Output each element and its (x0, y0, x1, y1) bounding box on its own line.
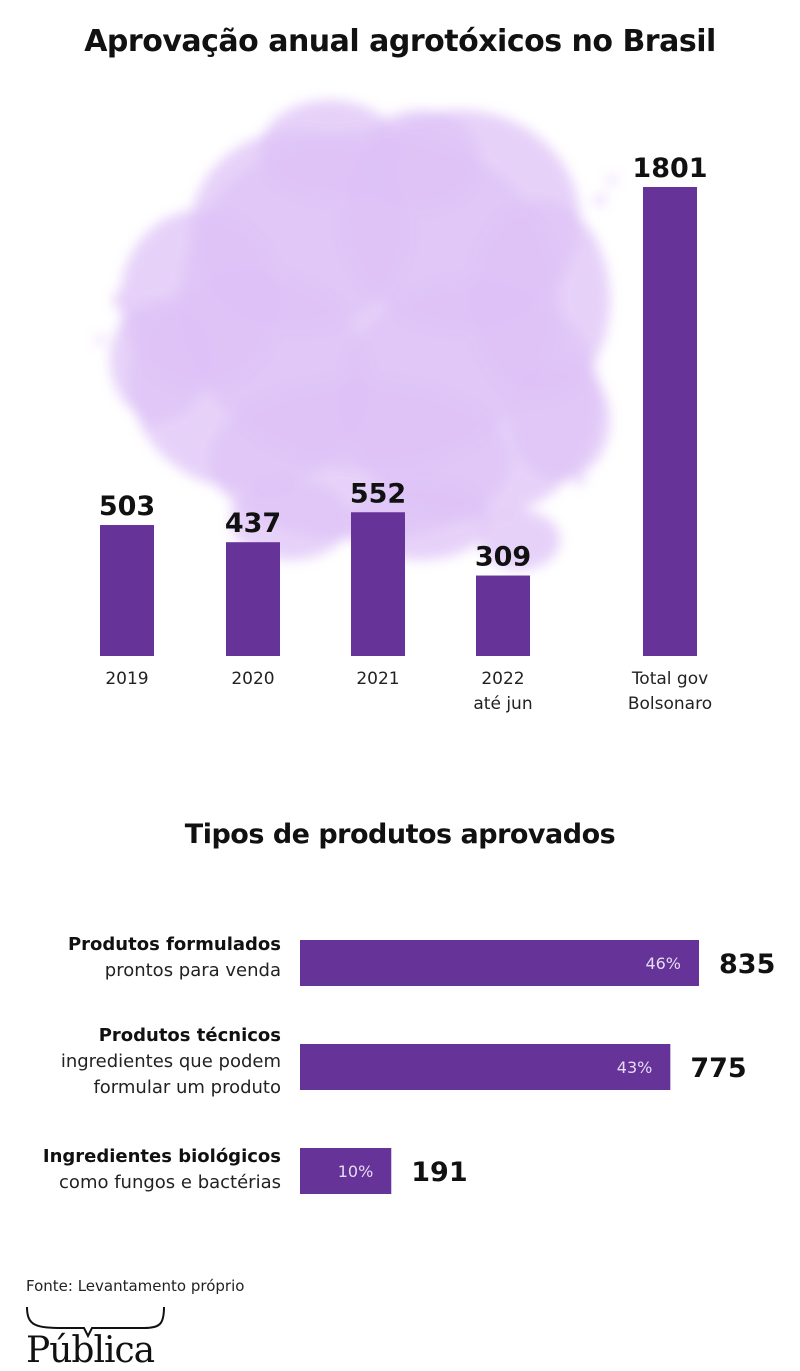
bar-value-label: 503 (99, 491, 155, 522)
product-type-label: Produtos formulados prontos para venda (68, 932, 281, 984)
hbar-2 (300, 1148, 392, 1194)
hbar-value-label: 835 (719, 949, 775, 980)
bar-4 (643, 187, 697, 656)
hbar-1 (300, 1044, 671, 1090)
bar-2 (351, 512, 405, 656)
bar-value-label: 1801 (632, 153, 707, 184)
product-types-title: Tipos de produtos aprovados (184, 819, 616, 850)
watercolor-blob-decoration (95, 100, 617, 570)
product-type-name: Ingredientes biológicos (42, 1146, 281, 1167)
product-type-name: Produtos técnicos (98, 1025, 281, 1046)
bar-0 (100, 525, 154, 656)
bar-value-label: 552 (350, 478, 406, 509)
product-type-label: Produtos técnicos ingredientes que podem f… (61, 1023, 281, 1101)
category-label: Total gov (631, 669, 708, 689)
chart-title: Aprovação anual agrotóxicos no Brasil (84, 24, 716, 59)
product-type-label: Ingredientes biológicos como fungos e bac… (43, 1144, 281, 1196)
bar-3 (476, 575, 530, 656)
category-label: Bolsonaro (628, 694, 712, 714)
source-note: Fonte: Levantamento próprio (26, 1277, 245, 1295)
percent-label: 10% (338, 1162, 374, 1181)
category-label: 2022 (481, 669, 524, 689)
annual-approvals-bar-chart: 503 2019 437 2020 552 2021 309 2022 até jun 1801 T… (99, 153, 712, 714)
bar-value-label: 309 (475, 542, 531, 573)
product-type-name: Produtos formulados (67, 934, 281, 955)
product-type-description: ingredientes que podem (60, 1051, 281, 1072)
product-type-description: como fungos e bactérias (59, 1172, 281, 1193)
hbar-value-label: 775 (690, 1053, 746, 1084)
percent-label: 43% (617, 1058, 653, 1077)
category-label: 2020 (231, 669, 274, 689)
product-type-description: prontos para venda (104, 960, 281, 981)
product-type-description: formular um produto (93, 1077, 281, 1098)
percent-label: 46% (645, 954, 681, 973)
publica-logo: Pública (26, 1330, 155, 1371)
hbar-value-label: 191 (411, 1157, 467, 1188)
category-label: 2021 (356, 669, 399, 689)
bar-1 (226, 542, 280, 656)
category-label: até jun (473, 694, 532, 714)
category-label: 2019 (105, 669, 148, 689)
bar-value-label: 437 (225, 508, 281, 539)
publica-logo-bracket-icon (26, 1306, 165, 1339)
hbar-0 (300, 940, 699, 986)
product-types-bar-chart: 46% 835 43% 775 10% 191 (300, 940, 775, 1194)
